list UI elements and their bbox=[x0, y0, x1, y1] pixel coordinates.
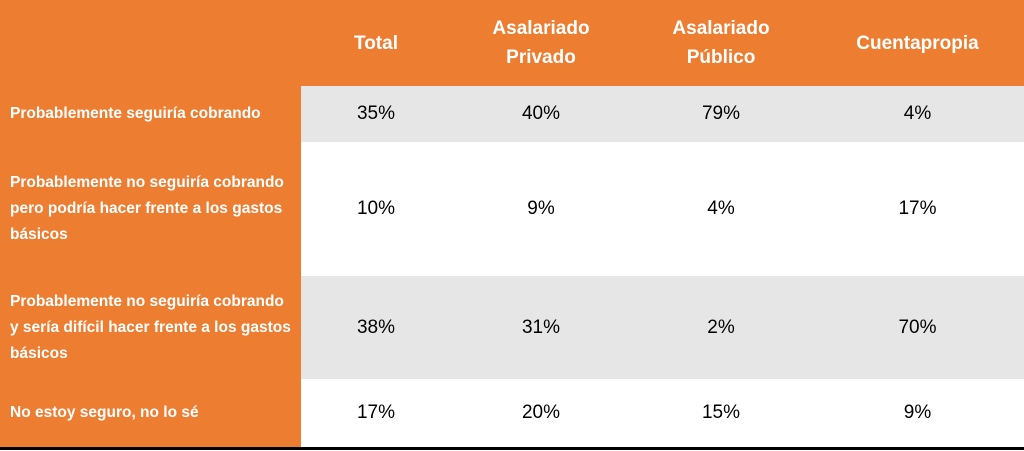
table-cell: 38% bbox=[356, 316, 396, 338]
table-cell: 10% bbox=[356, 198, 396, 219]
table-cell: 9% bbox=[903, 402, 932, 423]
table-cell: 17% bbox=[356, 402, 396, 423]
row-header: Probablemente no seguiría cobrando pero … bbox=[0, 142, 301, 276]
table-row: No estoy seguro, no lo sé 17% 20% 15% 9% bbox=[0, 379, 1024, 447]
row-header-label: Probablemente seguiría cobrando bbox=[10, 105, 261, 122]
row-header: Probablemente seguiría cobrando bbox=[0, 86, 301, 142]
row-header: Probablemente no seguiría cobrando y ser… bbox=[0, 276, 301, 379]
column-header-asalariado-privado: Asalariado Privado bbox=[451, 0, 631, 86]
column-header-label: Cuentapropia bbox=[856, 32, 979, 54]
table-cell: 31% bbox=[521, 316, 561, 338]
table-row: Probablemente seguiría cobrando 35% 40% 79%… bbox=[0, 86, 1024, 142]
column-header-cuentapropia: Cuentapropia bbox=[811, 0, 1024, 86]
table-cell: 70% bbox=[898, 316, 937, 338]
row-header-label: Probablemente no seguiría cobrando pero … bbox=[10, 174, 284, 243]
column-header-total: Total bbox=[301, 0, 451, 86]
column-header-label: Total bbox=[354, 32, 398, 54]
table-cell: 9% bbox=[527, 198, 555, 219]
row-header: No estoy seguro, no lo sé bbox=[0, 379, 301, 447]
table-cell: 35% bbox=[356, 103, 396, 124]
table-cell: 2% bbox=[707, 316, 735, 338]
table-bottom-border bbox=[0, 447, 1024, 450]
row-header-label: Probablemente no seguiría cobrando y ser… bbox=[10, 292, 291, 362]
column-header-label: Asalariado Público bbox=[672, 18, 770, 68]
row-header-label: No estoy seguro, no lo sé bbox=[10, 404, 199, 421]
table-cell: 79% bbox=[701, 103, 741, 124]
row-cells: 35% 40% 79% 4% bbox=[301, 86, 1024, 142]
table-cell: 40% bbox=[521, 103, 561, 124]
row-cells: 17% 20% 15% 9% bbox=[301, 379, 1024, 447]
column-header-asalariado-publico: Asalariado Público bbox=[631, 0, 811, 86]
table-cell: 17% bbox=[898, 198, 937, 219]
table-cell: 20% bbox=[521, 402, 561, 423]
table-header: Total Asalariado Privado Asalariado Públ… bbox=[0, 0, 1024, 86]
table-cell: 4% bbox=[903, 103, 932, 124]
column-header-label: Asalariado Privado bbox=[492, 18, 590, 68]
row-cells: 10% 9% 4% 17% bbox=[301, 142, 1024, 276]
table-cell: 15% bbox=[701, 402, 741, 423]
table-cell: 4% bbox=[707, 198, 735, 219]
table-row: Probablemente no seguiría cobrando pero … bbox=[0, 142, 1024, 276]
table-row: Probablemente no seguiría cobrando y ser… bbox=[0, 276, 1024, 379]
row-cells: 38% 31% 2% 70% bbox=[301, 276, 1024, 379]
